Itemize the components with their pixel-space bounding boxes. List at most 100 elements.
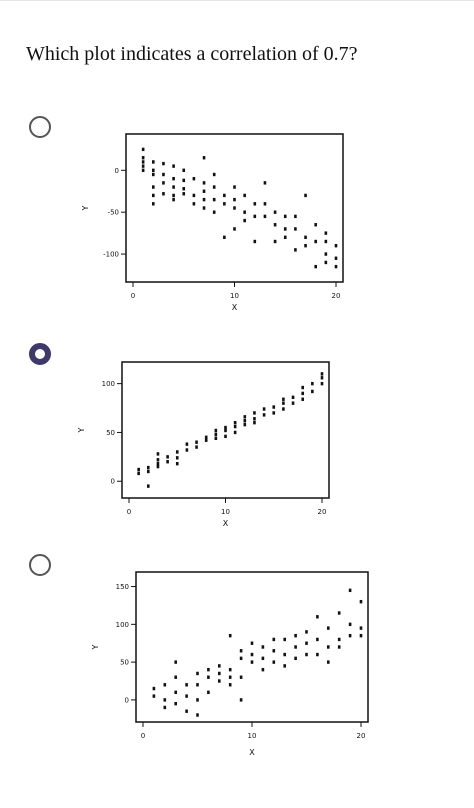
data-point <box>182 192 186 196</box>
data-point <box>202 197 206 202</box>
data-point <box>324 239 328 244</box>
data-point <box>141 160 145 164</box>
data-point <box>253 417 256 421</box>
data-point <box>156 452 160 456</box>
data-point <box>207 690 210 695</box>
data-point <box>172 185 175 189</box>
data-point <box>261 667 265 672</box>
x-axis-label: X <box>232 303 238 312</box>
data-point <box>301 397 304 401</box>
data-point <box>212 197 216 202</box>
data-point <box>162 161 165 166</box>
data-point <box>311 389 314 394</box>
option-radio-1[interactable] <box>29 116 51 138</box>
data-point <box>233 197 236 202</box>
data-point <box>174 701 177 706</box>
data-point <box>141 156 145 160</box>
data-point <box>301 385 304 390</box>
data-point <box>337 637 341 642</box>
data-point <box>196 698 199 702</box>
data-point <box>152 168 155 173</box>
y-tick-label: 100 <box>102 380 115 388</box>
data-point <box>192 202 196 206</box>
data-point <box>137 467 140 472</box>
data-point <box>156 461 160 466</box>
data-point <box>320 376 324 380</box>
data-point <box>283 664 286 668</box>
data-point <box>294 656 297 661</box>
data-point <box>253 239 257 244</box>
data-point <box>253 202 257 206</box>
data-point <box>272 405 276 409</box>
data-point <box>250 652 254 657</box>
data-point <box>163 683 167 687</box>
y-tick-label: 150 <box>116 583 129 591</box>
data-point <box>156 464 160 469</box>
data-point <box>224 425 227 430</box>
data-point <box>212 172 216 177</box>
data-point <box>261 656 265 661</box>
data-point <box>152 172 155 177</box>
data-point <box>327 645 330 649</box>
data-point <box>263 214 267 219</box>
data-point <box>261 645 265 649</box>
data-point <box>305 652 308 657</box>
data-point <box>327 660 330 664</box>
data-point <box>316 652 319 657</box>
data-point <box>294 645 297 649</box>
data-point <box>359 633 363 638</box>
data-point <box>301 391 304 396</box>
data-point <box>253 214 257 219</box>
data-point <box>224 428 227 433</box>
data-point <box>202 181 206 185</box>
y-tick-label: 0 <box>111 478 115 486</box>
data-point <box>253 411 256 415</box>
data-point <box>305 641 308 645</box>
data-point <box>228 667 232 672</box>
data-point <box>223 193 226 198</box>
data-point <box>228 683 232 687</box>
x-tick-label: 20 <box>357 732 366 740</box>
data-point <box>166 460 169 464</box>
data-point <box>233 206 236 210</box>
data-point <box>243 193 246 198</box>
data-point <box>182 168 186 173</box>
data-point <box>233 185 236 189</box>
data-point <box>218 671 221 676</box>
x-tick-label: 10 <box>221 508 230 516</box>
data-point <box>239 675 243 679</box>
x-tick-label: 0 <box>127 508 131 516</box>
y-tick-label: 0 <box>125 696 129 704</box>
data-point <box>212 210 216 214</box>
data-point <box>223 202 226 206</box>
x-tick-label: 0 <box>141 732 145 740</box>
data-point <box>314 223 317 227</box>
option-radio-2[interactable] <box>29 343 51 365</box>
data-point <box>283 637 286 642</box>
data-point <box>185 709 188 713</box>
data-point <box>228 633 232 638</box>
data-point <box>291 395 295 400</box>
data-point <box>283 235 287 240</box>
data-point <box>207 667 210 672</box>
data-point <box>263 181 267 185</box>
option-radio-3[interactable] <box>29 554 51 576</box>
data-point <box>175 450 179 454</box>
data-point <box>320 372 324 376</box>
x-axis-label: X <box>223 519 229 528</box>
data-point <box>214 428 218 433</box>
y-tick-label: -50 <box>108 209 119 217</box>
data-point <box>172 197 175 202</box>
data-point <box>243 415 247 419</box>
data-point <box>304 193 307 198</box>
data-point <box>304 235 307 240</box>
data-point <box>175 461 179 466</box>
y-axis-label: Y <box>91 644 100 650</box>
data-point <box>273 223 277 227</box>
data-point <box>204 438 208 442</box>
y-axis-label: Y <box>77 427 86 433</box>
data-point <box>172 164 175 168</box>
data-point <box>316 637 319 642</box>
y-tick-label: 50 <box>120 659 129 667</box>
